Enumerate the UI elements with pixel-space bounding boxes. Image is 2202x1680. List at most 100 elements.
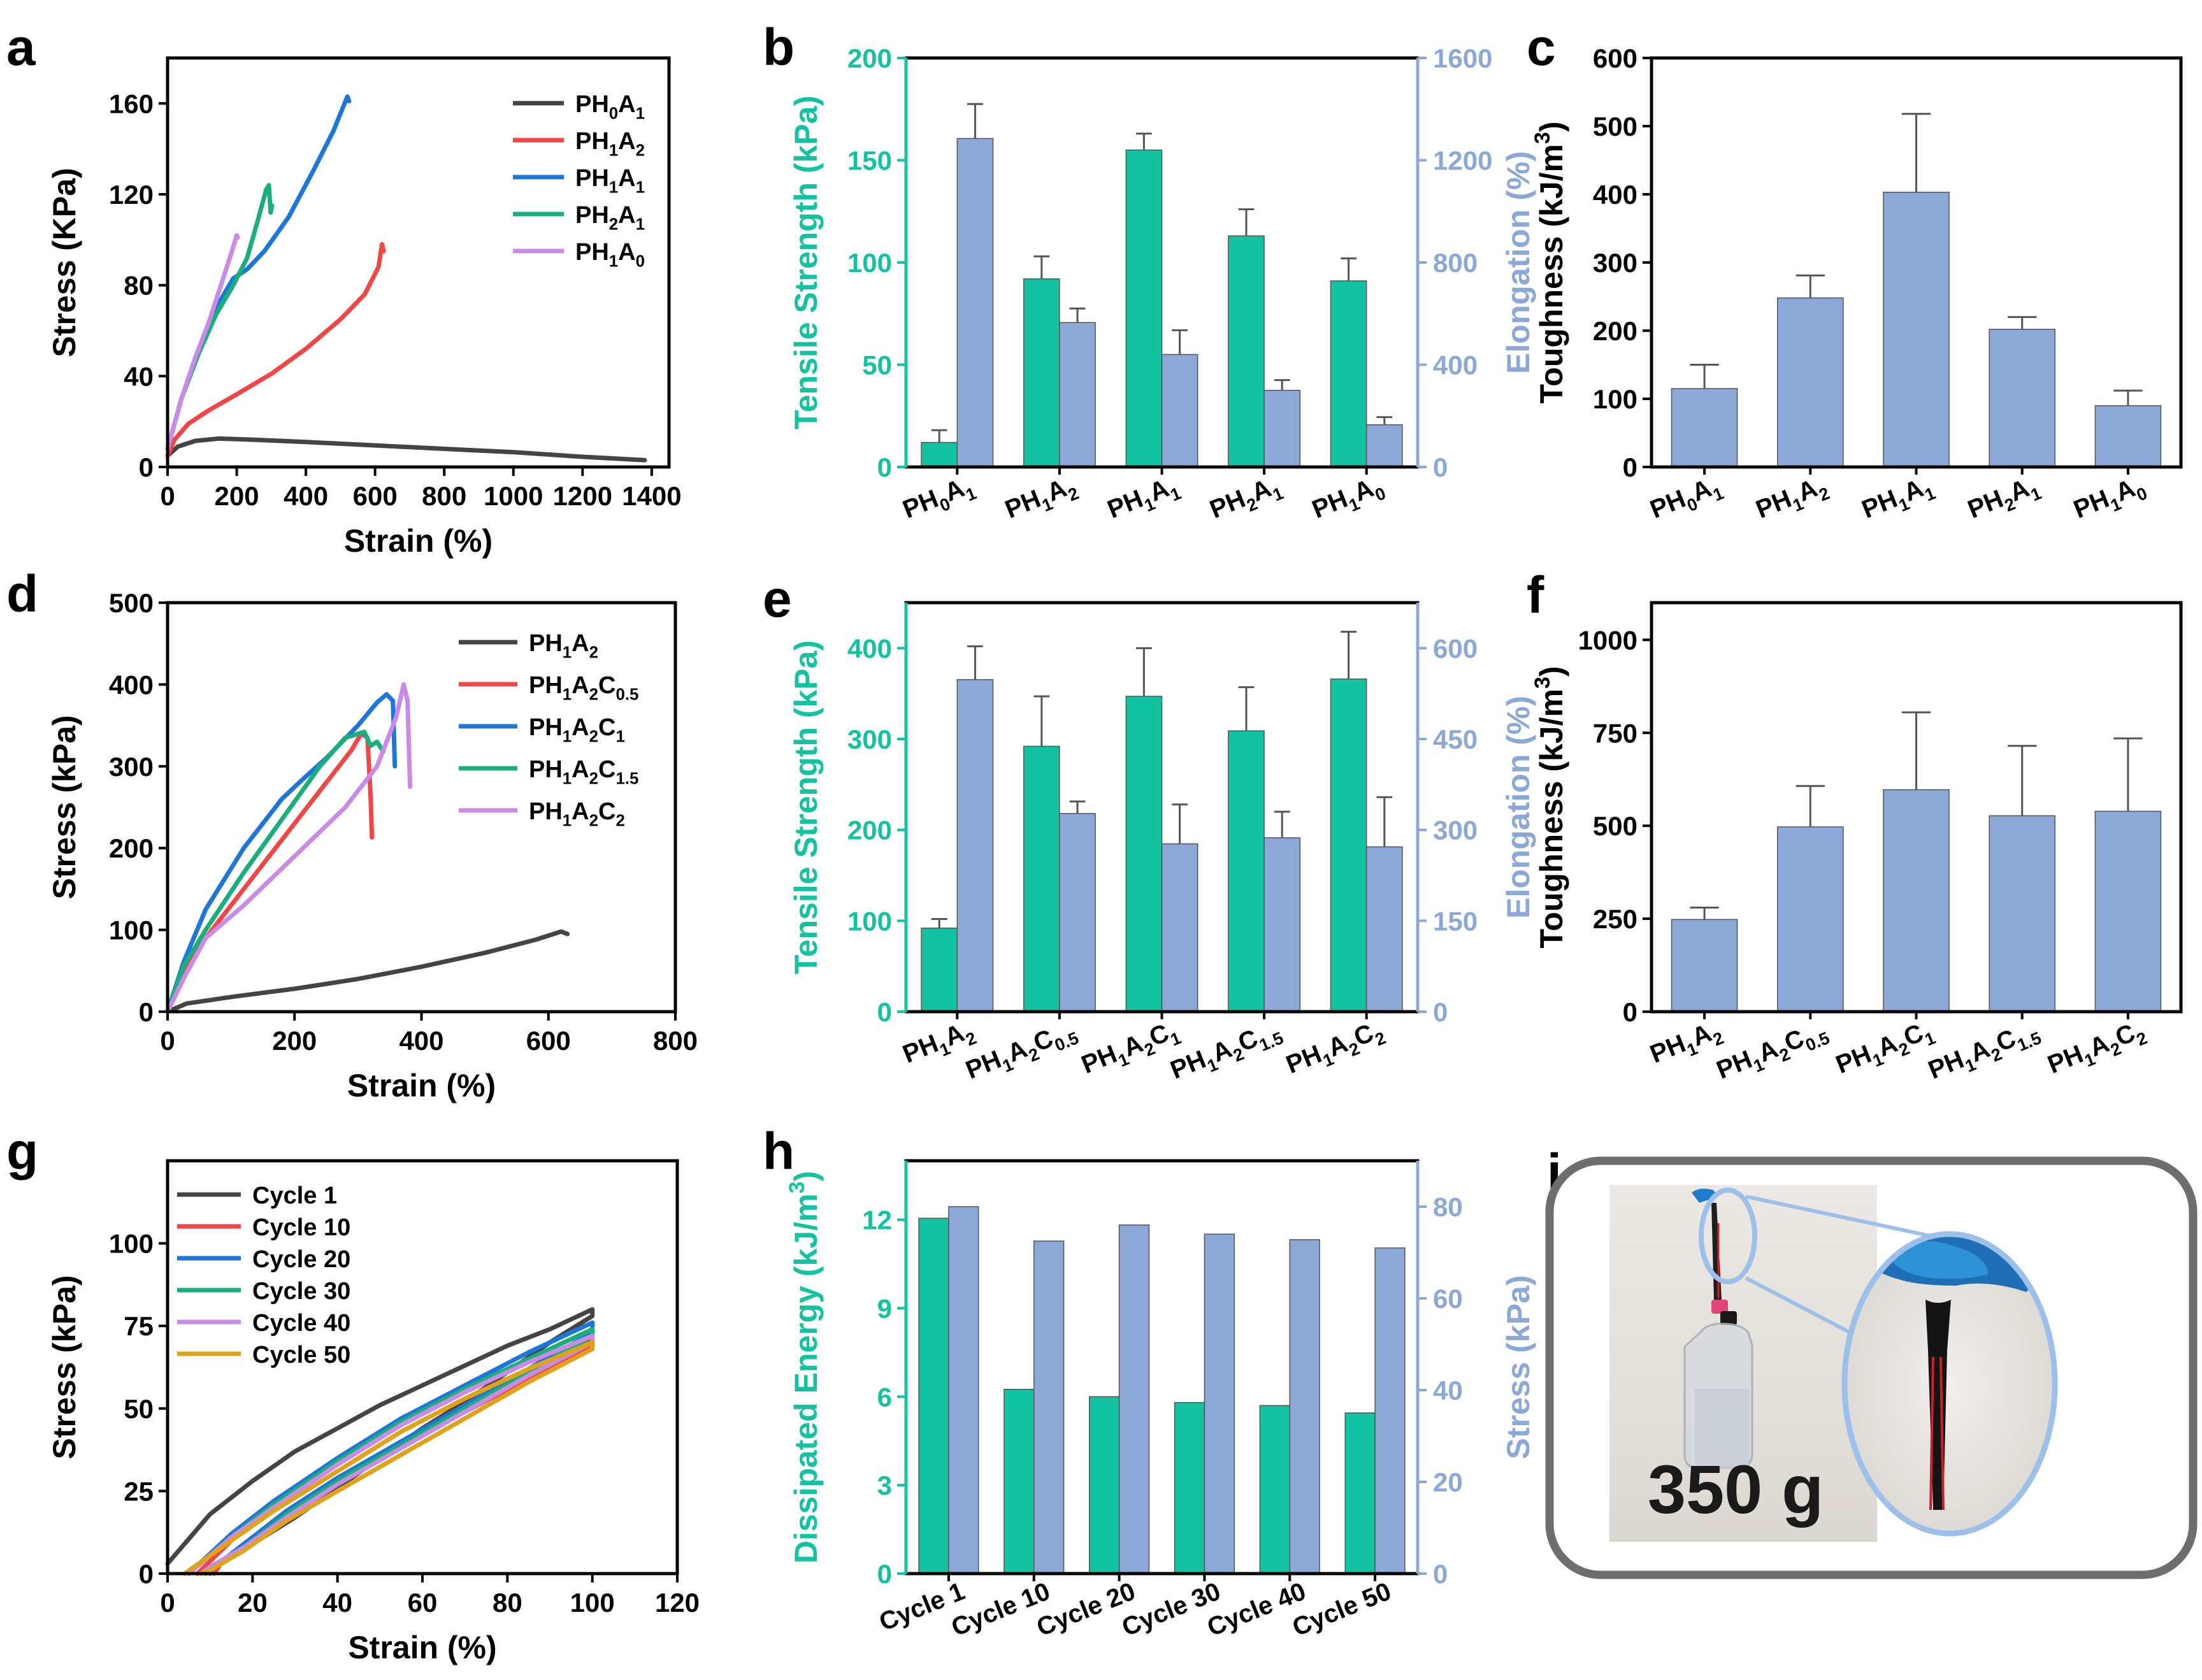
bar-tensile-strength — [921, 927, 958, 1012]
series-line-PH1A2C1-5 — [165, 729, 386, 1014]
series-line-PH1A1 — [165, 94, 352, 451]
y-axis-label: Stress (kPa) — [47, 1275, 82, 1459]
bar-toughness — [1883, 192, 1950, 468]
x-tick-label: 800 — [422, 481, 466, 511]
photo-frame — [1545, 1156, 2198, 1579]
bar-toughness — [1989, 815, 2055, 1012]
x-category-label: Cycle 10 — [947, 1577, 1054, 1642]
y2-tick-label: 150 — [1433, 906, 1478, 936]
y2-tick-label: 20 — [1433, 1467, 1463, 1497]
y-tick-label: 400 — [1593, 180, 1637, 210]
y2-tick-label: 800 — [1433, 248, 1478, 278]
y2-tick-label: 300 — [1433, 815, 1478, 845]
x-tick-label: 1000 — [484, 481, 543, 511]
x-axis-label: Strain (%) — [344, 523, 493, 559]
legend: PH0A1 PH1A2 PH1A1 PH2A1 PH1A0 — [513, 91, 645, 271]
x-tick-label: 200 — [272, 1026, 317, 1056]
bottle-cap-ring — [1711, 1300, 1728, 1314]
y-tick-label: 9 — [877, 1293, 892, 1323]
bar-dissipated-energy — [1088, 1396, 1120, 1574]
legend-label: PH1A1 — [575, 165, 645, 197]
x-tick-label: 0 — [160, 1026, 175, 1056]
y-tick-label: 300 — [1593, 248, 1637, 278]
x-tick-label: 1200 — [553, 481, 612, 511]
x-category-label: PH1A2C2 — [1282, 1016, 1388, 1084]
y-tick-label: 750 — [1593, 718, 1637, 748]
x-category-label: PH2A1 — [1964, 471, 2044, 529]
bar-elongation — [956, 138, 994, 468]
y-tick-label: 3 — [877, 1470, 892, 1500]
y-tick-label: 100 — [847, 906, 892, 936]
y-tick-label: 500 — [1593, 111, 1637, 141]
legend-label: PH1A2 — [529, 630, 598, 662]
x-tick-label: 80 — [493, 1588, 522, 1618]
x-category-label: PH1A2 — [1646, 1016, 1727, 1073]
plot-frame-h — [904, 1159, 1420, 1576]
y-tick-label: 200 — [1593, 316, 1637, 346]
series-line-PH1A2 — [165, 929, 570, 1014]
x-axis-label: Strain (%) — [348, 1630, 496, 1665]
legend-label: PH1A2C1 — [529, 714, 625, 746]
bar-tensile-strength — [1330, 678, 1367, 1012]
legend: PH1A2 PH1A2C0.5 PH1A2C1 PH1A2C1.5 PH1A2C2 — [459, 630, 638, 830]
x-tick-label: 600 — [526, 1026, 571, 1056]
legend-label: Cycle 10 — [252, 1214, 350, 1241]
y-tick-label: 250 — [1593, 904, 1637, 934]
y2-tick-label: 400 — [1433, 350, 1478, 380]
panel-b: b PH0A1 PH1A2 PH1A1 PH2A1 PH1A0 0 50 100 150 200 Te… — [763, 18, 1536, 529]
x-tick-label: 0 — [160, 1588, 175, 1618]
bar-tensile-strength — [1125, 696, 1163, 1012]
bar-tensile-strength — [1023, 278, 1060, 468]
bar-tensile-strength — [1228, 235, 1265, 468]
bar-elongation — [1059, 813, 1096, 1012]
panel-label-e: e — [763, 570, 792, 628]
x-category-label: PH1A2C1.5 — [1924, 1016, 2044, 1089]
bar-tensile-strength — [1228, 730, 1265, 1012]
legend-label: PH1A2 — [575, 128, 645, 160]
y2-tick-label: 80 — [1433, 1192, 1463, 1222]
bar-stress — [1118, 1224, 1150, 1574]
y-axis-label: Tensile Strength (kPa) — [788, 96, 824, 429]
y-tick-label: 100 — [109, 1229, 154, 1259]
legend-label: PH2A1 — [575, 202, 645, 234]
plot-frame-a — [166, 56, 671, 469]
series-line-PH1A2C0-5 — [165, 731, 375, 1014]
y-tick-label: 200 — [109, 833, 154, 863]
y-tick-label: 160 — [109, 89, 154, 118]
bar-elongation — [1263, 837, 1301, 1012]
legend-label: Cycle 50 — [252, 1342, 350, 1368]
panel-c: c PH0A1 PH1A2 PH1A1 PH2A1 PH1A0 0 100 200 300 400 5… — [1527, 18, 2183, 529]
legend: Cycle 1 Cycle 10 Cycle 20 Cycle 30 Cycle 40 C… — [177, 1182, 350, 1368]
bar-tensile-strength — [1330, 280, 1367, 468]
zoom-ellipse — [1841, 1231, 2058, 1537]
y2-axis-label: Elongation (%) — [1500, 151, 1536, 374]
bar-toughness — [1671, 919, 1738, 1012]
y-tick-label: 6 — [877, 1382, 892, 1412]
zoom-connector-top — [1745, 1195, 1931, 1238]
y2-tick-label: 450 — [1433, 724, 1478, 754]
y-tick-label: 600 — [1593, 43, 1637, 73]
panel-e: ePH1A2PH1A2C0.5PH1A2C1PH1A2C1.5PH1A2C201… — [763, 570, 1536, 1089]
x-category-label: PH1A2C1.5 — [1167, 1016, 1286, 1089]
bar-toughness — [1989, 329, 2055, 468]
plot-frame-f — [1650, 601, 2183, 1014]
legend-label: PH1A2C0.5 — [529, 672, 638, 704]
y2-tick-label: 1600 — [1433, 43, 1492, 73]
zoom-source-ellipse — [1699, 1188, 1757, 1284]
y-tick-label: 80 — [124, 271, 154, 301]
y-tick-label: 25 — [124, 1476, 154, 1506]
y-tick-label: 120 — [109, 180, 154, 210]
y-axis-label: Stress (KPa) — [47, 168, 82, 357]
x-category-label: Cycle 20 — [1033, 1577, 1139, 1642]
bar-toughness — [1777, 826, 1844, 1012]
bar-dissipated-energy — [1259, 1405, 1290, 1574]
legend-label: Cycle 1 — [252, 1182, 337, 1209]
y-tick-label: 200 — [847, 43, 892, 73]
x-category-label: PH1A2C0.5 — [962, 1016, 1082, 1089]
x-category-label: PH2A1 — [1206, 471, 1286, 529]
y-axis-label: Dissipated Energy (kJ/m3) — [785, 1171, 824, 1563]
x-tick-label: 800 — [653, 1026, 698, 1056]
water — [1695, 1389, 1750, 1469]
